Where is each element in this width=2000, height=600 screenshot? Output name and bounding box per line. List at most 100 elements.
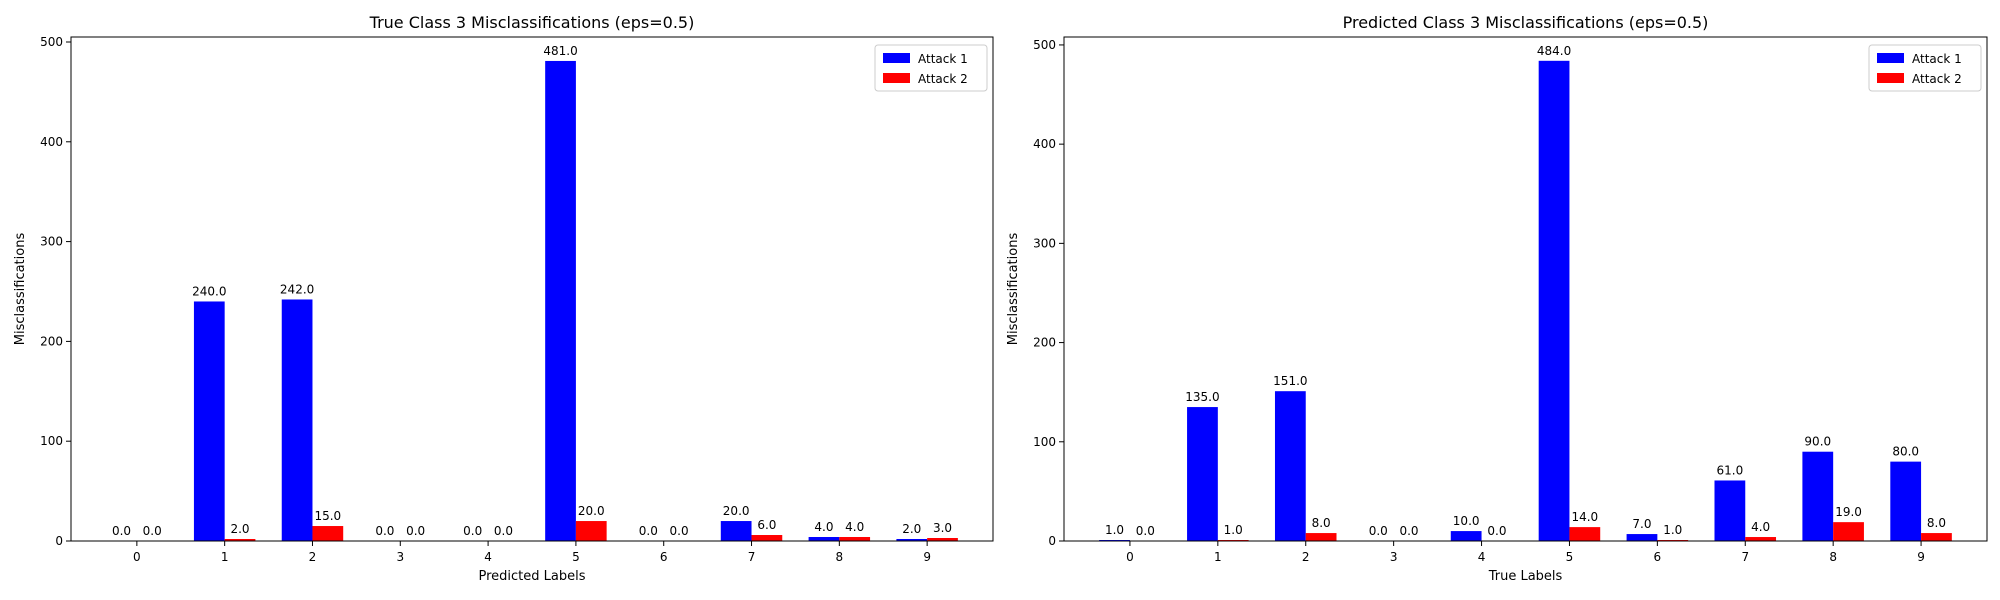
bar-attack-1-1: [1187, 407, 1218, 541]
bar-attack-1-9: [1890, 461, 1922, 541]
x-tick-label: 9: [923, 550, 931, 564]
bar-attack-2-5: [1569, 527, 1601, 541]
bar-attack-1-5: [545, 60, 576, 541]
data-label: 1.0: [1105, 523, 1124, 537]
bar-attack-2-1: [224, 539, 256, 541]
bar-attack-1-4: [1450, 531, 1482, 541]
legend-label: Attack 2: [918, 72, 968, 86]
x-tick-label: 5: [1566, 550, 1574, 564]
x-tick-label: 0: [133, 550, 141, 564]
legend-swatch-attack-1: [1877, 53, 1904, 63]
bar-attack-2-9: [927, 538, 958, 541]
bar-attack-2-8: [839, 537, 871, 541]
bar-attack-1-8: [1802, 451, 1834, 541]
y-axis-label: Misclassifications: [1006, 233, 1021, 346]
data-label: 0.0: [1136, 524, 1155, 538]
bar-attack-2-9: [1921, 533, 1952, 541]
y-tick-label: 300: [40, 235, 63, 249]
x-tick-label: 6: [660, 550, 668, 564]
data-label: 80.0: [1892, 445, 1919, 459]
data-label: 4.0: [1751, 520, 1770, 534]
bar-attack-1-8: [808, 537, 840, 541]
data-label: 10.0: [1453, 514, 1480, 528]
data-label: 0.0: [1369, 524, 1388, 538]
data-label: 20.0: [723, 504, 750, 518]
bar-attack-2-7: [751, 535, 783, 541]
data-label: 2.0: [230, 522, 249, 536]
data-label: 8.0: [1927, 516, 1946, 530]
data-label: 90.0: [1804, 435, 1831, 449]
data-label: 135.0: [1185, 390, 1219, 404]
data-label: 0.0: [406, 524, 425, 538]
y-tick-label: 400: [1033, 137, 1056, 151]
x-tick-label: 2: [1302, 550, 1310, 564]
x-tick-label: 5: [572, 550, 580, 564]
data-label: 0.0: [143, 524, 162, 538]
legend-swatch-attack-2: [883, 73, 910, 83]
bar-attack-2-2: [1305, 533, 1337, 541]
data-label: 242.0: [280, 282, 314, 296]
x-tick-label: 8: [1829, 550, 1837, 564]
data-label: 0.0: [1399, 524, 1418, 538]
data-label: 0.0: [463, 524, 482, 538]
data-label: 0.0: [112, 524, 131, 538]
x-tick-label: 6: [1654, 550, 1662, 564]
bar-attack-1-2: [1274, 391, 1306, 541]
legend-label: Attack 2: [1912, 72, 1962, 86]
y-tick-label: 100: [1033, 435, 1056, 449]
x-tick-label: 2: [309, 550, 317, 564]
data-label: 2.0: [902, 522, 921, 536]
x-tick-label: 9: [1917, 550, 1925, 564]
bar-attack-2-7: [1745, 537, 1777, 541]
x-tick-label: 1: [1214, 550, 1222, 564]
y-tick-label: 400: [40, 135, 63, 149]
x-tick-label: 7: [1741, 550, 1749, 564]
y-tick-label: 300: [1033, 236, 1056, 250]
x-axis-label: Predicted Labels: [478, 569, 585, 584]
x-tick-label: 1: [221, 550, 229, 564]
chart-title: True Class 3 Misclassifications (eps=0.5…: [369, 13, 695, 32]
data-label: 6.0: [757, 518, 776, 532]
data-label: 1.0: [1224, 523, 1243, 537]
data-label: 240.0: [192, 284, 226, 298]
bar-attack-1-1: [193, 301, 225, 541]
bar-attack-2-5: [575, 521, 607, 541]
plot-frame: [70, 36, 994, 542]
bar-attack-1-6: [1626, 534, 1658, 541]
y-tick-label: 0: [55, 534, 63, 548]
bar-attack-1-7: [1714, 480, 1746, 541]
y-tick-label: 100: [40, 434, 63, 448]
legend-swatch-attack-2: [1877, 73, 1904, 83]
x-tick-label: 8: [836, 550, 844, 564]
data-label: 4.0: [845, 520, 864, 534]
x-tick-label: 4: [1478, 550, 1486, 564]
data-label: 4.0: [814, 520, 833, 534]
y-axis-label: Misclassifications: [13, 233, 28, 346]
data-label: 20.0: [578, 504, 605, 518]
data-label: 15.0: [314, 509, 341, 523]
legend: Attack 1 Attack 2: [1868, 44, 1982, 92]
y-tick-label: 200: [1033, 336, 1056, 350]
chart-predicted-class-3: 1.0135.0151.00.010.0484.07.061.090.080.0…: [1006, 13, 1988, 584]
data-label: 484.0: [1537, 44, 1571, 58]
y-tick-label: 200: [40, 334, 63, 348]
bar-attack-1-7: [720, 521, 752, 541]
data-label: 0.0: [670, 524, 689, 538]
data-label: 0.0: [639, 524, 658, 538]
y-tick-label: 500: [40, 35, 63, 49]
plot-frame: [1063, 36, 1988, 542]
legend-label: Attack 1: [1912, 52, 1962, 66]
x-tick-label: 3: [1390, 550, 1398, 564]
x-axis-label: True Labels: [1488, 569, 1563, 584]
data-label: 19.0: [1835, 505, 1862, 519]
x-tick-label: 7: [748, 550, 756, 564]
data-label: 3.0: [933, 521, 952, 535]
data-label: 151.0: [1273, 374, 1307, 388]
data-label: 14.0: [1571, 510, 1598, 524]
x-tick-label: 3: [396, 550, 404, 564]
data-label: 8.0: [1312, 516, 1331, 530]
legend: Attack 1 Attack 2: [874, 44, 988, 92]
x-tick-label: 4: [484, 550, 492, 564]
